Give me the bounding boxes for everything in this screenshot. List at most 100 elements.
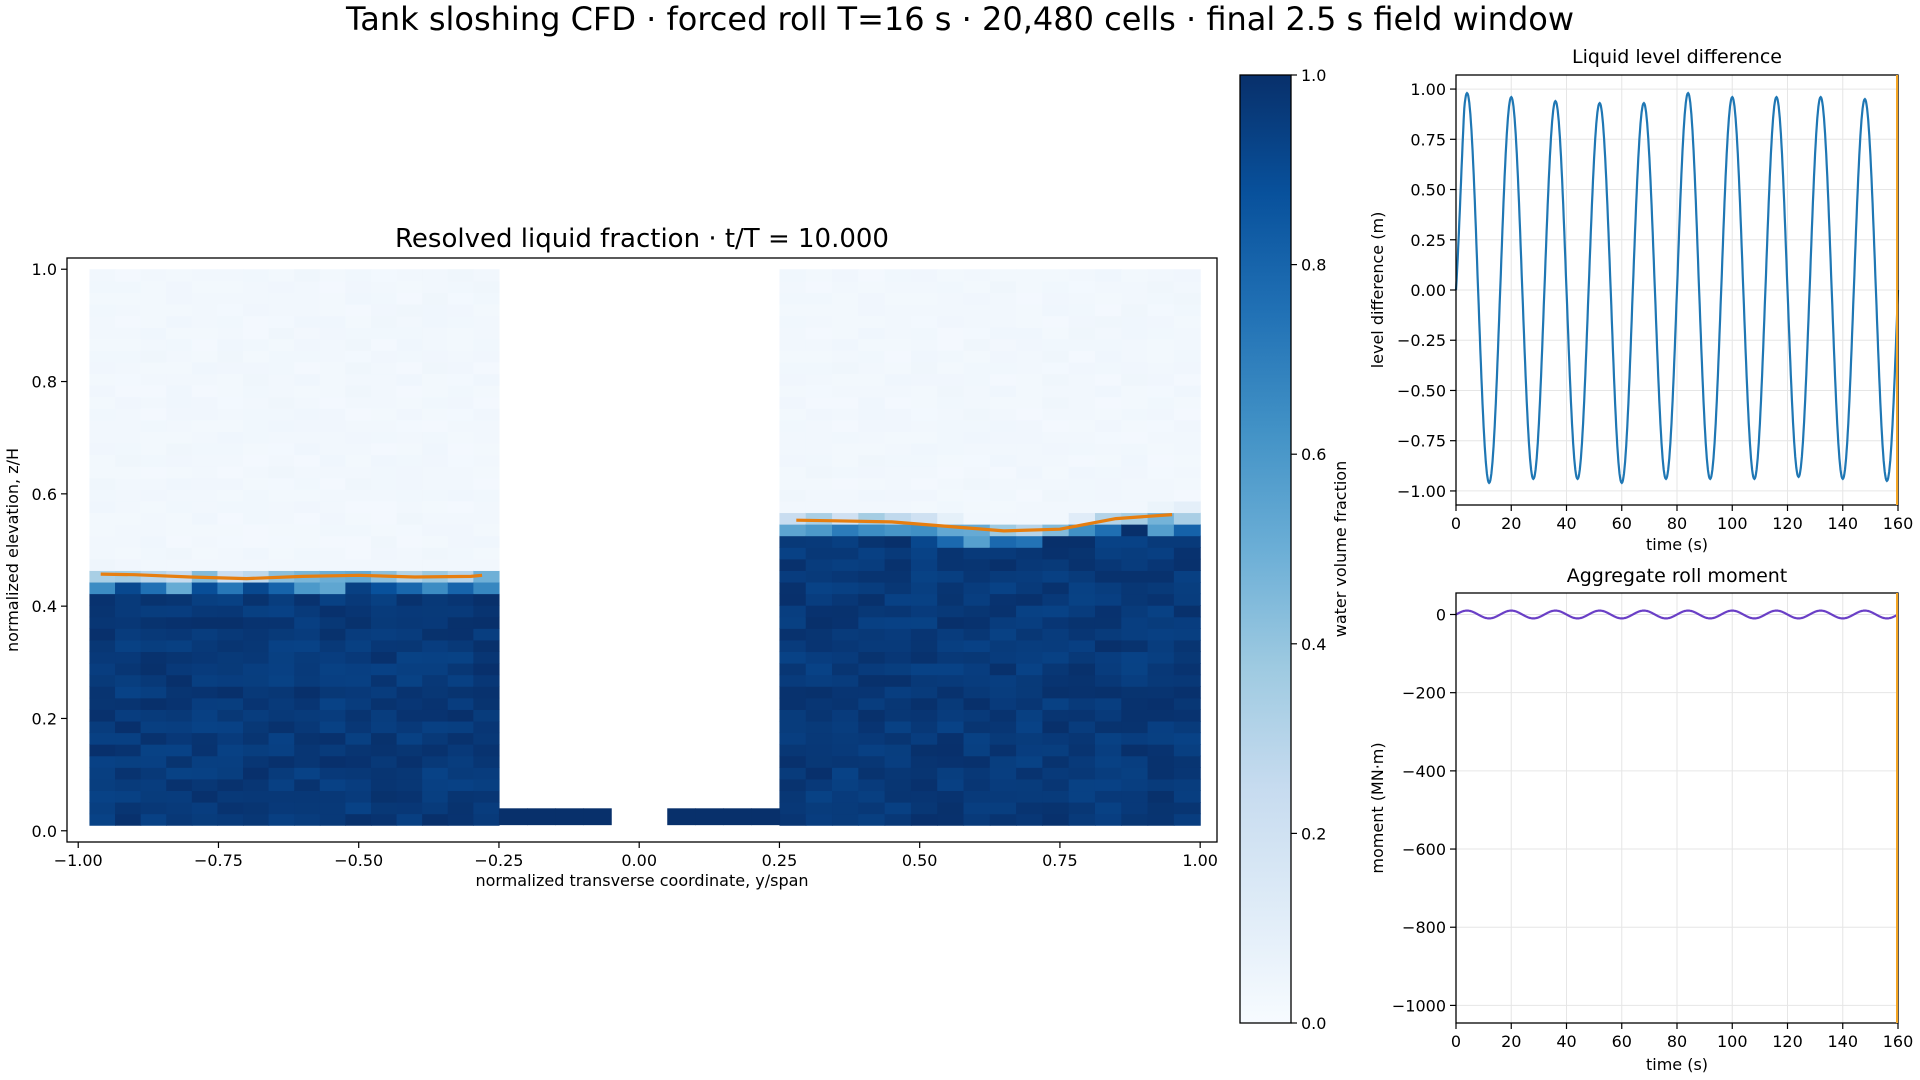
field-cell	[910, 419, 938, 432]
field-cell	[268, 686, 295, 699]
field-cell	[345, 396, 372, 409]
colorbar-tick-label: 0.2	[1301, 824, 1326, 843]
field-cell	[396, 280, 423, 293]
field-cell	[1121, 431, 1149, 444]
moment-grid	[1455, 593, 1899, 1023]
field-cell	[243, 280, 270, 293]
field-cell	[396, 767, 423, 780]
field-cell	[832, 512, 859, 525]
field-cell	[396, 697, 423, 710]
field-cell	[1068, 338, 1096, 351]
field-cell	[422, 663, 449, 676]
field-cell	[345, 558, 372, 571]
field-cell	[1094, 558, 1122, 571]
field-cell	[115, 303, 142, 317]
field-cell	[243, 778, 270, 792]
field-cell	[884, 338, 912, 351]
field-cell	[1042, 489, 1070, 502]
field-cell	[294, 790, 321, 803]
field-cell	[1016, 663, 1043, 676]
field-cell	[166, 697, 193, 710]
field-cell	[243, 466, 270, 479]
field-cell	[217, 466, 244, 479]
field-cell	[422, 767, 449, 780]
field-cell	[910, 755, 938, 768]
field-cell	[1016, 547, 1043, 560]
field-cell	[1068, 616, 1096, 629]
field-cell	[166, 442, 193, 456]
field-cell	[294, 466, 321, 479]
field-cell	[937, 639, 965, 653]
field-cell	[805, 674, 833, 687]
field-cell	[1042, 269, 1070, 282]
field-cell	[963, 663, 991, 676]
field-cell	[191, 639, 219, 653]
field-cell	[422, 396, 449, 409]
field-cell	[115, 385, 142, 398]
field-cell	[473, 778, 500, 792]
field-cell	[963, 419, 991, 432]
field-axes-frame	[66, 257, 1218, 843]
field-cell	[294, 338, 321, 351]
field-cell	[166, 744, 193, 757]
field-cell	[1121, 419, 1149, 432]
field-cell	[319, 801, 346, 815]
field-cell	[779, 303, 807, 317]
field-cell	[422, 489, 449, 502]
field-cell	[422, 419, 449, 432]
field-cell	[910, 639, 938, 653]
field-cell	[1147, 663, 1175, 676]
field-cell	[422, 269, 449, 282]
field-cell	[1173, 385, 1201, 398]
field-cell	[1173, 396, 1201, 409]
field-cell	[963, 500, 991, 514]
field-cell	[319, 767, 346, 780]
field-cell	[937, 327, 965, 340]
field-cell	[243, 385, 270, 398]
field-cell	[115, 570, 142, 583]
field-cell	[937, 755, 965, 768]
field-cell	[319, 686, 346, 699]
field-cell	[115, 419, 142, 432]
field-cell	[858, 327, 886, 340]
field-cell	[723, 808, 752, 826]
field-cell	[1121, 686, 1149, 699]
field-cell	[191, 350, 219, 363]
field-cell	[1147, 732, 1175, 745]
field-cell	[396, 755, 423, 768]
field-y-tick-label: 0.2	[32, 709, 57, 728]
field-cell	[1173, 442, 1201, 456]
field-cell	[858, 709, 886, 722]
field-cell	[243, 697, 270, 710]
field-cell	[910, 720, 938, 734]
field-cell	[191, 535, 219, 548]
field-cell	[294, 547, 321, 560]
field-cell	[1094, 813, 1122, 826]
field-cell	[832, 744, 859, 757]
field-cell	[268, 350, 295, 363]
field-cell	[1173, 616, 1201, 629]
field-cell	[345, 697, 372, 710]
field-cell	[268, 651, 295, 664]
field-cell	[884, 524, 912, 537]
field-cell	[268, 778, 295, 792]
field-cell	[166, 732, 193, 745]
field-cell	[166, 663, 193, 676]
field-cell	[910, 790, 938, 803]
field-cell	[396, 327, 423, 340]
field-cell	[115, 616, 142, 629]
field-cell	[422, 755, 449, 768]
field-cell	[217, 385, 244, 398]
field-cell	[370, 801, 398, 815]
field-cell	[396, 744, 423, 757]
field-cell	[1068, 500, 1096, 514]
field-cell	[294, 686, 321, 699]
field-cell	[989, 801, 1017, 815]
field-cell	[989, 744, 1017, 757]
field-cell	[910, 605, 938, 618]
field-cell	[345, 385, 372, 398]
field-cell	[268, 720, 295, 734]
field-cell	[1173, 489, 1201, 502]
field-cell	[268, 524, 295, 537]
field-cell	[447, 327, 474, 340]
